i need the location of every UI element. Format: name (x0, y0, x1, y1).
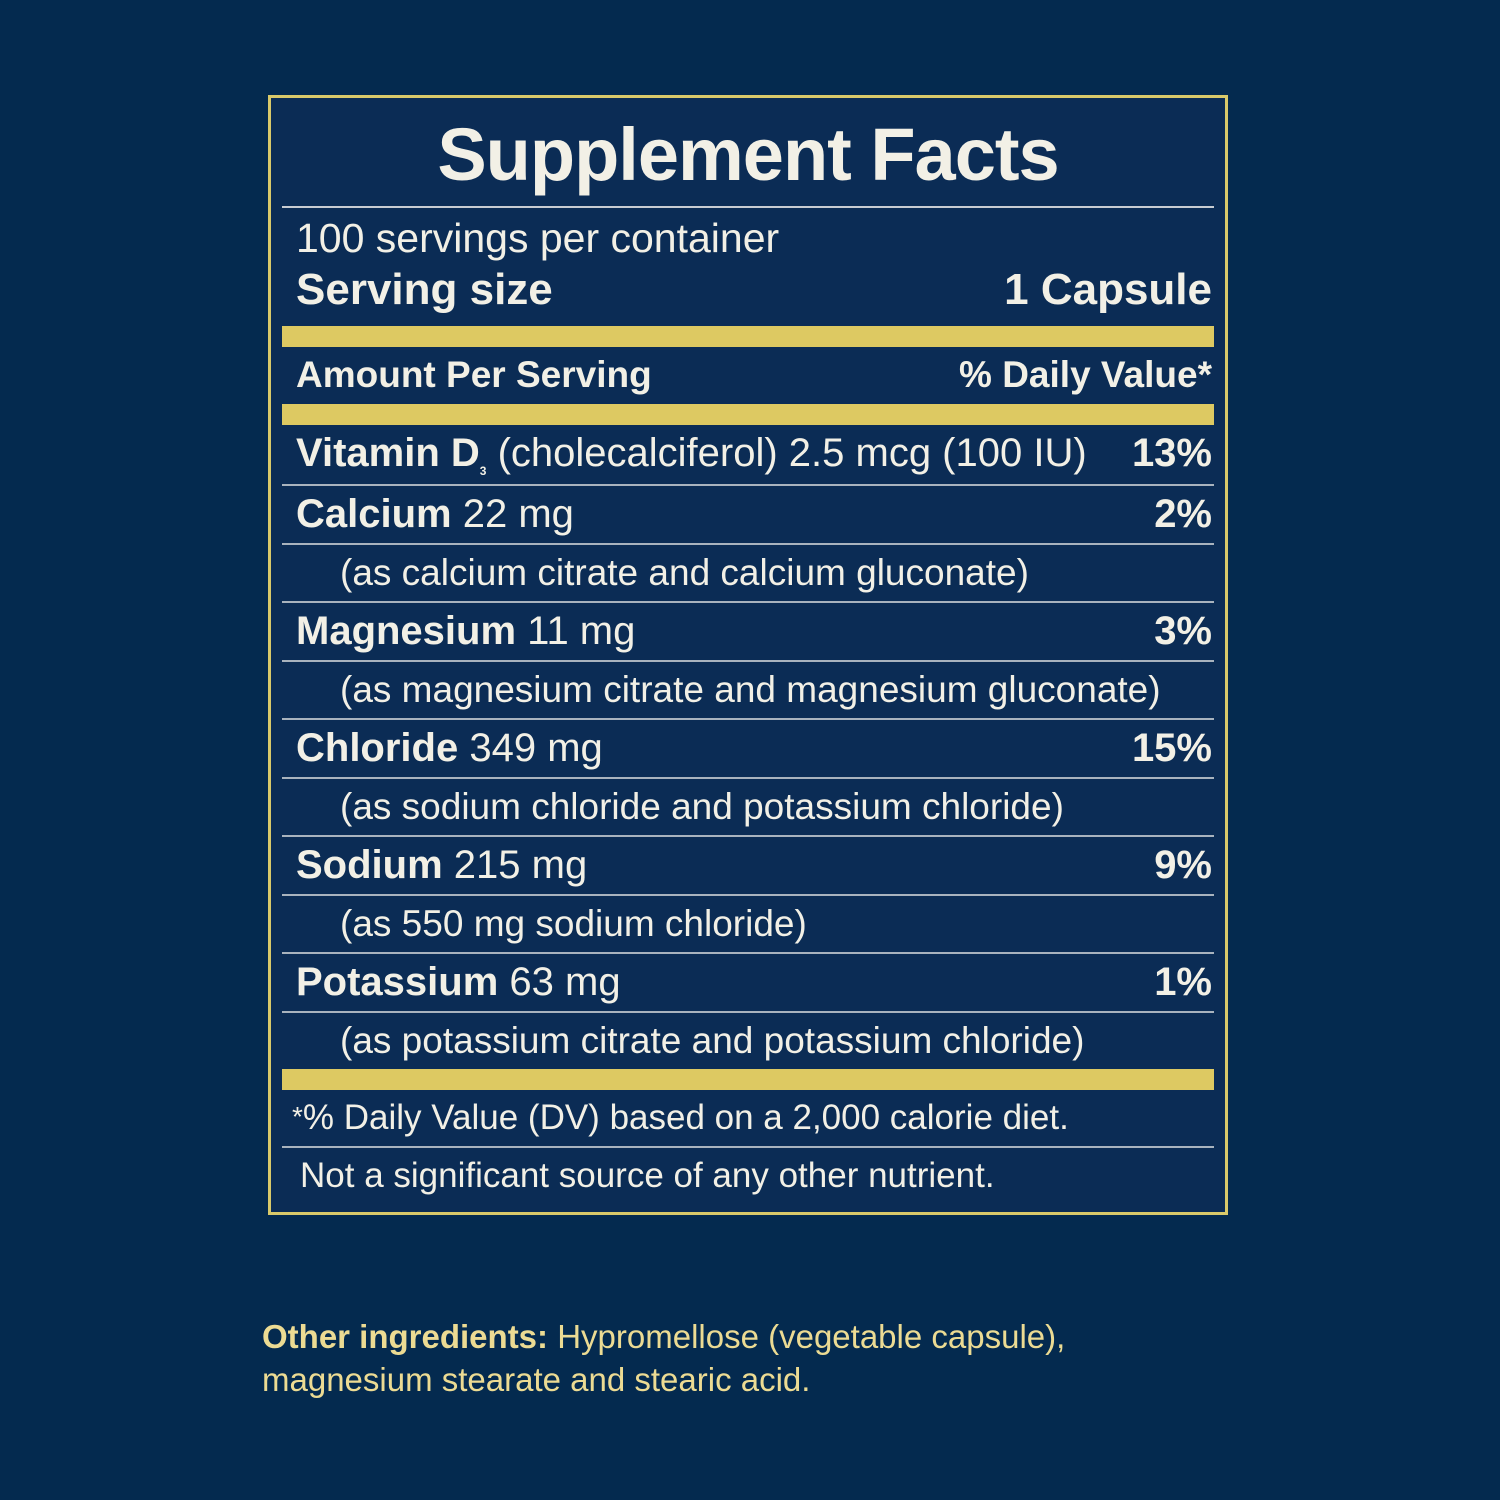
daily-value: 9% (1154, 843, 1212, 888)
nutrient-subscript: 3 (479, 464, 487, 479)
gold-bar-header (282, 404, 1214, 426)
daily-value-footnote: *% Daily Value (DV) based on a 2,000 cal… (282, 1090, 1214, 1146)
row-divider (282, 543, 1214, 546)
serving-size-value: 1 Capsule (1004, 265, 1212, 315)
table-row: Potassium 63 mg 1% (282, 954, 1214, 1011)
nutrient-name-amount: Potassium 63 mg (296, 960, 621, 1005)
not-significant-footnote: Not a significant source of any other nu… (300, 1156, 995, 1196)
table-row: Chloride 349 mg 15% (282, 720, 1214, 777)
asterisk: * (292, 1101, 303, 1133)
row-divider (282, 660, 1214, 663)
table-row: Calcium 22 mg 2% (282, 486, 1214, 543)
servings-per-container: 100 servings per container (296, 215, 780, 261)
nutrient-name: Potassium (296, 960, 499, 1005)
nutrient-name-amount: Sodium 215 mg (296, 843, 587, 888)
row-divider (282, 894, 1214, 897)
supplement-facts-panel: Supplement Facts 100 servings per contai… (268, 95, 1228, 1216)
daily-value-header: % Daily Value* (959, 354, 1212, 396)
nutrient-source: (as sodium chloride and potassium chlori… (340, 786, 1064, 828)
row-divider (282, 484, 1214, 487)
nutrient-amount: (cholecalciferol) 2.5 mcg (100 IU) (497, 431, 1087, 476)
row-divider (282, 718, 1214, 721)
title-divider (282, 206, 1214, 208)
nutrient-source: (as 550 mg sodium chloride) (340, 903, 807, 945)
nutrient-name-amount: Calcium 22 mg (296, 492, 574, 537)
gold-bar-bottom (282, 1069, 1214, 1091)
nutrient-source: (as calcium citrate and calcium gluconat… (340, 552, 1029, 594)
page-title: Supplement Facts (437, 113, 1059, 196)
daily-value: 2% (1154, 492, 1212, 537)
row-divider (282, 601, 1214, 604)
nutrient-name-amount: Magnesium 11 mg (296, 609, 635, 654)
gold-bar-top (282, 326, 1214, 348)
table-header-row: Amount Per Serving % Daily Value* (282, 347, 1214, 404)
serving-size-label: Serving size (296, 265, 553, 315)
nutrient-amount: 11 mg (527, 609, 636, 654)
table-row: Magnesium 11 mg 3% (282, 603, 1214, 660)
nutrient-amount: 349 mg (469, 726, 603, 771)
nutrient-name-amount: Chloride 349 mg (296, 726, 603, 771)
other-ingredients: Other ingredients: Hypromellose (vegetab… (262, 1316, 1222, 1402)
nutrient-amount: 215 mg (453, 843, 588, 888)
daily-value: 1% (1154, 960, 1212, 1005)
daily-value: 3% (1154, 609, 1212, 654)
nutrient-name: Calcium (296, 492, 452, 537)
nutrient-name: Sodium (296, 843, 443, 888)
nutrient-amount: 63 mg (509, 960, 621, 1005)
daily-value: 13% (1131, 431, 1212, 476)
daily-value: 15% (1131, 726, 1212, 771)
nutrient-name: Vitamin D (296, 431, 480, 476)
nutrient-source: (as magnesium citrate and magnesium gluc… (340, 669, 1161, 711)
serving-size-row: Serving size 1 Capsule (282, 262, 1214, 326)
other-ingredients-text: Hypromellose (vegetable capsule), magnes… (262, 1318, 1066, 1398)
table-row: Vitamin D3 (cholecalciferol) 2.5 mcg (10… (282, 425, 1214, 484)
nutrient-source: (as potassium citrate and potassium chlo… (340, 1020, 1085, 1062)
row-divider (282, 835, 1214, 838)
amount-per-serving-header: Amount Per Serving (296, 354, 652, 396)
nutrient-name: Magnesium (296, 609, 517, 654)
row-divider (282, 1011, 1214, 1014)
nutrient-amount: 22 mg (462, 492, 574, 537)
nutrient-name-amount: Vitamin D3 (cholecalciferol) 2.5 mcg (10… (296, 431, 1087, 478)
other-ingredients-label: Other ingredients: (262, 1318, 549, 1355)
daily-value-footnote-text: % Daily Value (DV) based on a 2,000 calo… (302, 1098, 1069, 1138)
footnote-divider (282, 1146, 1214, 1149)
row-divider (282, 777, 1214, 780)
nutrient-name: Chloride (296, 726, 459, 771)
row-divider (282, 952, 1214, 955)
table-row: Sodium 215 mg 9% (282, 837, 1214, 894)
